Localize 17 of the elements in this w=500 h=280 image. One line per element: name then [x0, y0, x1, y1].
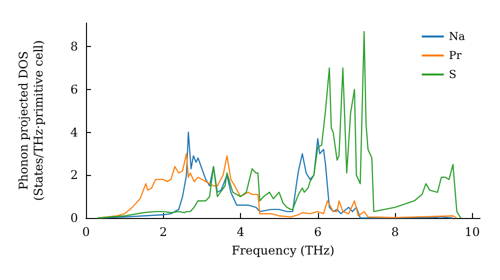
y-axis-title: Phonon projected DOS (States/THz·primitive cell) — [16, 40, 46, 201]
x-axis-title: Frequency (THz) — [232, 243, 334, 258]
legend-label: Na — [448, 30, 466, 43]
x-tick-label: 2 — [159, 225, 168, 239]
legend-label: S — [448, 68, 456, 81]
x-tick-label: 8 — [391, 225, 399, 239]
x-tick-label: 10 — [464, 225, 480, 239]
x-tick-label: 4 — [236, 225, 245, 239]
line-series — [96, 153, 458, 219]
legend-label: Pr — [448, 49, 462, 62]
y-tick-label: 4 — [70, 125, 78, 140]
x-tick-label: 6 — [314, 225, 322, 239]
y-tick-label: 8 — [70, 40, 78, 54]
y-tick-label: 0 — [70, 211, 78, 225]
x-tick-label: 0 — [82, 225, 90, 239]
y-tick-label: 2 — [70, 168, 78, 182]
y-tick-label: 6 — [70, 82, 78, 96]
